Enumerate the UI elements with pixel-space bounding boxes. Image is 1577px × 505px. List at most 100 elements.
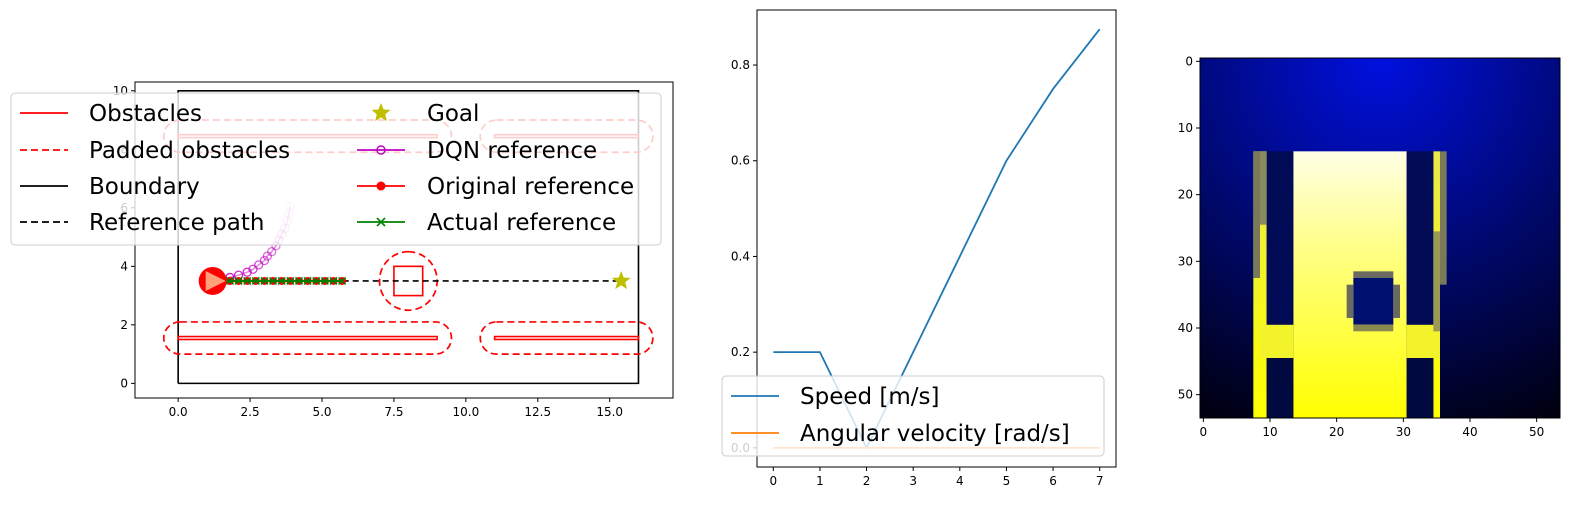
legend-entry-reference-path: Reference path xyxy=(20,210,264,236)
padded-obstacle xyxy=(162,321,453,355)
legend-label-obstacles: Obstacles xyxy=(89,101,202,127)
legend-label-actual-reference: Actual reference xyxy=(427,210,616,236)
heatmap-xtick-label: 30 xyxy=(1396,425,1411,439)
heatmap-right-gap xyxy=(1406,151,1434,325)
heatmap-ytick-label: 0 xyxy=(1185,54,1193,68)
actual-reference-point xyxy=(320,276,329,285)
heatmap-plot: 0 10 20 30 40 50 0 10 20 30 40 50 xyxy=(1178,54,1561,439)
actual-reference-point xyxy=(277,276,286,285)
actual-reference-point xyxy=(269,276,278,285)
heatmap-ytick-label: 20 xyxy=(1178,188,1193,202)
velocity-ytick-label: 0.6 xyxy=(731,154,750,168)
heatmap-ytick-label: 10 xyxy=(1178,121,1193,135)
velocity-xtick-label: 6 xyxy=(1049,474,1057,488)
actual-reference-point xyxy=(303,276,312,285)
legend-entry-speed: Speed [m/s] xyxy=(731,384,940,410)
map-xtick-label: 10.0 xyxy=(452,405,479,419)
legend-label-padded-obstacles: Padded obstacles xyxy=(89,138,290,164)
actual-reference-point xyxy=(260,276,269,285)
heatmap-xtick-label: 20 xyxy=(1329,425,1344,439)
speed-series-line xyxy=(773,28,1101,450)
dot-marker-icon xyxy=(376,181,386,191)
map-xtick-label: 0.0 xyxy=(169,405,188,419)
velocity-ytick-label: 0.8 xyxy=(731,58,750,72)
heatmap-left-gap xyxy=(1266,151,1294,325)
map-xtick-label: 15.0 xyxy=(596,405,623,419)
velocity-xtick-label: 2 xyxy=(863,474,871,488)
heatmap-edge xyxy=(1353,324,1394,332)
legend-entry-goal: Goal xyxy=(371,101,479,127)
actual-reference-point xyxy=(243,276,252,285)
circle-marker-icon xyxy=(376,145,386,155)
legend-entry-original-reference: Original reference xyxy=(357,174,634,200)
map-xtick-label: 12.5 xyxy=(524,405,551,419)
actual-reference-point xyxy=(312,276,321,285)
obstacle xyxy=(493,335,640,341)
legend-label-angular-velocity: Angular velocity [rad/s] xyxy=(800,421,1070,447)
velocity-plot-frame xyxy=(756,9,1117,468)
velocity-legend: Speed [m/s] Angular velocity [rad/s] xyxy=(721,375,1105,457)
heatmap-left-bridge xyxy=(1260,324,1294,358)
legend-entry-obstacles: Obstacles xyxy=(20,101,202,127)
dqn-reference-point xyxy=(267,247,277,257)
heatmap-xtick-label: 40 xyxy=(1462,425,1477,439)
legend-entry-dqn-reference: DQN reference xyxy=(357,138,597,164)
velocity-ytick-label: 0.2 xyxy=(731,345,750,359)
heatmap-edge xyxy=(1346,284,1354,318)
heatmap-ytick-label: 40 xyxy=(1178,321,1193,335)
map-ytick-label: 2 xyxy=(120,318,128,332)
legend-label-goal: Goal xyxy=(427,101,479,127)
legend-entry-actual-reference: Actual reference xyxy=(357,210,616,236)
dqn-reference-point xyxy=(248,264,258,274)
legend-label-reference-path: Reference path xyxy=(89,210,264,236)
map-legend-box xyxy=(10,92,662,246)
legend-label-original-reference: Original reference xyxy=(427,174,634,200)
heatmap-edge xyxy=(1253,151,1260,278)
actual-reference-point xyxy=(329,276,338,285)
legend-label-boundary: Boundary xyxy=(89,174,200,200)
robot-heading-arrow xyxy=(205,270,226,291)
x-marker-icon xyxy=(376,217,386,227)
goal-star xyxy=(611,271,631,290)
heatmap-plot-frame xyxy=(1199,57,1561,419)
heatmap-edge xyxy=(1433,231,1440,332)
goal-star-icon xyxy=(371,103,391,122)
velocity-legend-box xyxy=(721,375,1105,457)
dqn-reference-point xyxy=(254,260,264,270)
heatmap-edge xyxy=(1353,271,1394,278)
map-xtick-label: 2.5 xyxy=(241,405,260,419)
actual-reference-point xyxy=(294,276,304,285)
velocity-xtick-label: 1 xyxy=(816,474,824,488)
velocity-xtick-label: 5 xyxy=(1003,474,1011,488)
velocity-xtick-label: 7 xyxy=(1096,474,1104,488)
dqn-reference-point xyxy=(242,267,252,277)
map-ytick-label: 0 xyxy=(120,376,128,390)
legend-entry-padded-obstacles: Padded obstacles xyxy=(20,138,290,164)
map-ytick-label: 4 xyxy=(120,259,128,273)
legend-entry-boundary: Boundary xyxy=(20,174,200,200)
heatmap-edge xyxy=(1393,284,1400,318)
heatmap-xtick-label: 10 xyxy=(1262,425,1277,439)
heatmap-ytick-label: 30 xyxy=(1178,254,1193,268)
map-legend: Obstacles Padded obstacles Boundary Refe… xyxy=(10,92,662,246)
actual-reference-point xyxy=(338,276,347,285)
legend-label-speed: Speed [m/s] xyxy=(800,384,940,410)
velocity-xtick-label: 0 xyxy=(769,474,777,488)
actual-reference-point xyxy=(286,276,295,285)
obstacle xyxy=(177,335,438,341)
heatmap-xtick-label: 50 xyxy=(1529,425,1544,439)
map-xtick-label: 5.0 xyxy=(312,405,331,419)
heatmap-left-gap-lower xyxy=(1266,358,1294,418)
actual-reference-point xyxy=(234,276,243,285)
padded-obstacle xyxy=(479,321,654,355)
legend-label-dqn-reference: DQN reference xyxy=(427,138,597,164)
heatmap-obstacle-hole xyxy=(1353,278,1394,325)
velocity-xtick-label: 3 xyxy=(909,474,917,488)
heatmap-right-gap-lower xyxy=(1406,358,1434,418)
actual-reference-point xyxy=(251,276,260,285)
velocity-xtick-label: 4 xyxy=(956,474,964,488)
heatmap-xtick-label: 0 xyxy=(1200,425,1208,439)
heatmap-edge xyxy=(1440,151,1447,285)
velocity-ytick-label: 0.4 xyxy=(731,249,750,263)
heatmap-edge xyxy=(1260,151,1267,225)
